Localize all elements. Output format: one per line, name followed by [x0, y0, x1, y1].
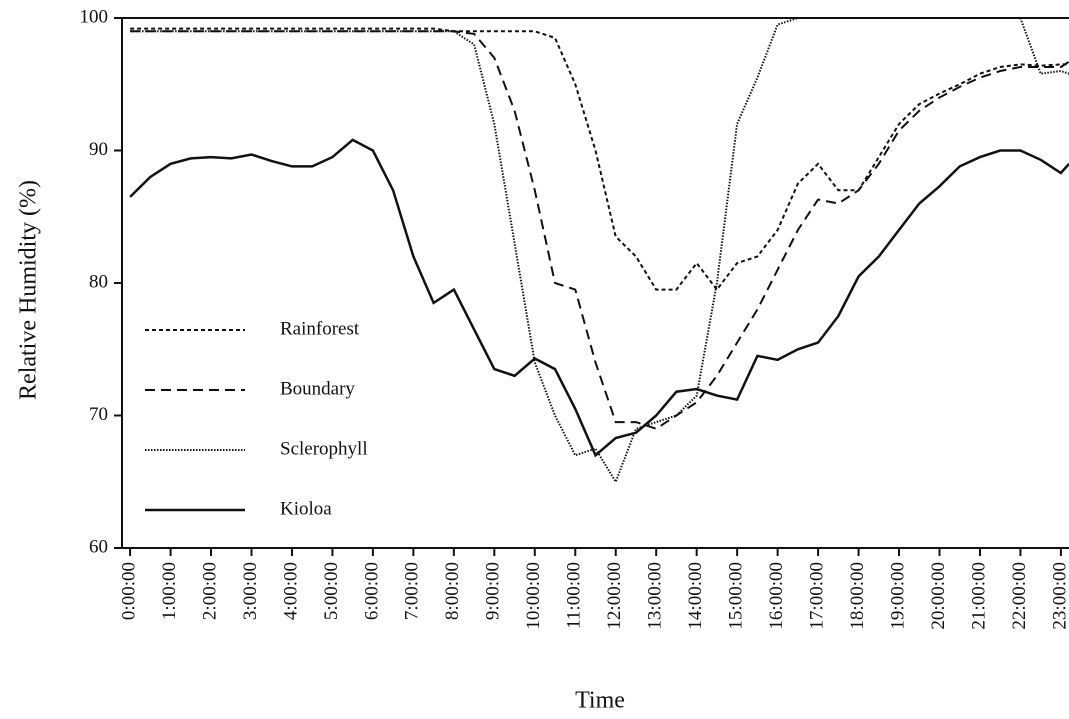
- x-tick-label: 13:00:00: [645, 562, 666, 630]
- series-line: [130, 27, 1069, 292]
- x-tick-label: 3:00:00: [240, 562, 261, 620]
- series-line: [129, 138, 1069, 458]
- x-tick-label: 23:00:00: [1049, 562, 1069, 630]
- x-tick-label: 22:00:00: [1009, 562, 1030, 630]
- x-tick-label: 21:00:00: [968, 562, 989, 630]
- legend-label: Sclerophyll: [280, 438, 368, 459]
- x-tick-label: 2:00:00: [199, 562, 220, 620]
- x-tick-label: 8:00:00: [442, 562, 463, 620]
- y-tick-label: 60: [89, 536, 108, 557]
- x-tick-label: 17:00:00: [806, 562, 827, 630]
- series-line: [130, 17, 1069, 485]
- x-tick-label: 16:00:00: [766, 562, 787, 630]
- x-tick-label: 14:00:00: [685, 562, 706, 630]
- y-tick-label: 90: [89, 139, 108, 160]
- x-tick-label: 18:00:00: [847, 562, 868, 630]
- y-axis-label: Relative Humidity (%): [16, 180, 42, 400]
- legend-label: Rainforest: [280, 318, 360, 339]
- legend-label: Boundary: [280, 378, 355, 399]
- x-tick-label: 6:00:00: [361, 562, 382, 620]
- x-tick-label: 19:00:00: [887, 562, 908, 630]
- y-tick-label: 100: [80, 6, 109, 27]
- series-line: [130, 30, 1069, 430]
- x-tick-label: 9:00:00: [483, 562, 504, 620]
- y-tick-label: 70: [89, 404, 108, 425]
- x-tick-label: 1:00:00: [159, 562, 180, 620]
- x-tick-label: 7:00:00: [402, 562, 423, 620]
- x-tick-label: 0:00:00: [118, 562, 139, 620]
- x-tick-label: 12:00:00: [604, 562, 625, 630]
- x-tick-label: 20:00:00: [928, 562, 949, 630]
- x-tick-label: 4:00:00: [280, 562, 301, 620]
- x-tick-label: 11:00:00: [564, 562, 585, 629]
- y-tick-label: 80: [89, 271, 108, 292]
- x-axis-label: Time: [575, 688, 625, 714]
- x-tick-label: 15:00:00: [726, 562, 747, 630]
- legend-label: Kioloa: [280, 498, 332, 519]
- x-tick-label: 10:00:00: [523, 562, 544, 630]
- x-tick-label: 5:00:00: [321, 562, 342, 620]
